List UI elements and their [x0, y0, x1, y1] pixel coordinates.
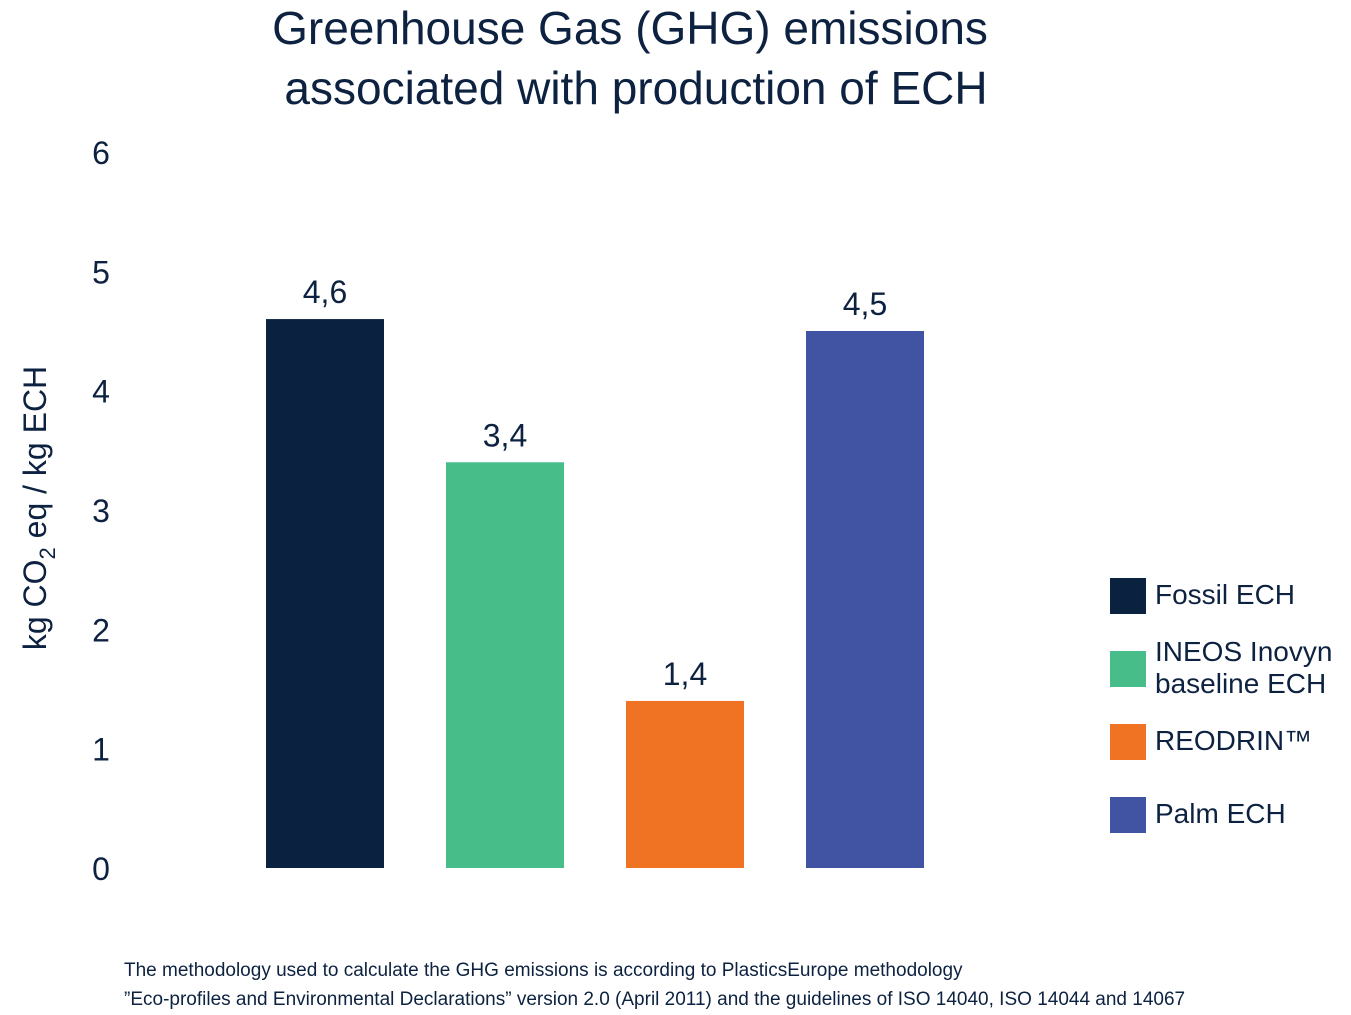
legend-label: INEOS Inovyn — [1155, 636, 1332, 667]
y-tick-label: 0 — [92, 851, 110, 887]
y-axis-label: kg CO2 eq / kg ECH — [17, 366, 60, 650]
bar-value-label: 3,4 — [483, 417, 527, 453]
methodology-note-line-1: The methodology used to calculate the GH… — [124, 960, 963, 981]
methodology-note: The methodology used to calculate the GH… — [124, 960, 1185, 1010]
bar — [446, 462, 564, 868]
legend-item: Palm ECH — [1110, 797, 1286, 833]
bar-value-label: 4,6 — [303, 274, 347, 310]
bar — [266, 319, 384, 869]
bar — [626, 700, 744, 868]
legend-swatch — [1110, 578, 1146, 614]
y-tick-label: 5 — [92, 254, 110, 290]
y-tick-label: 6 — [92, 135, 110, 171]
methodology-note-line-2: ”Eco-profiles and Environmental Declarat… — [124, 989, 1185, 1010]
legend-swatch — [1110, 724, 1146, 760]
legend-label: baseline ECH — [1155, 668, 1326, 699]
chart-title: Greenhouse Gas (GHG) emissions associate… — [272, 2, 988, 114]
bar-value-label: 4,5 — [843, 286, 887, 322]
legend-swatch — [1110, 797, 1146, 833]
bar-value-label: 1,4 — [663, 656, 707, 692]
y-tick-label: 3 — [92, 493, 110, 529]
legend-label: REODRIN™ — [1155, 725, 1312, 756]
y-tick-label: 2 — [92, 612, 110, 648]
y-axis-ticks: 0 1 2 3 4 5 6 — [92, 135, 110, 887]
legend-item: REODRIN™ — [1110, 724, 1312, 760]
legend-label: Fossil ECH — [1155, 579, 1295, 610]
chart-title-line-2: associated with production of ECH — [284, 62, 987, 114]
legend-item: Fossil ECH — [1110, 578, 1295, 614]
y-tick-label: 4 — [92, 374, 110, 410]
legend-label: Palm ECH — [1155, 798, 1286, 829]
data-labels: 4,6 3,4 1,4 4,5 — [303, 274, 887, 692]
bars — [266, 319, 924, 869]
y-tick-label: 1 — [92, 732, 110, 768]
bar — [806, 331, 924, 868]
legend-swatch — [1110, 651, 1146, 687]
chart-title-line-1: Greenhouse Gas (GHG) emissions — [272, 2, 988, 54]
